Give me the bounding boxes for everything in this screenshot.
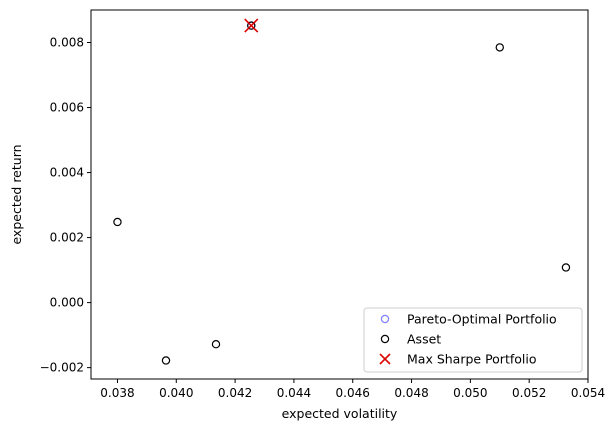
legend-marker	[380, 334, 390, 344]
x-marker-stroke	[244, 18, 259, 33]
legend-marker	[379, 353, 391, 365]
x-tick-label: 0.052	[512, 386, 546, 400]
y-axis-label: expected return	[9, 144, 24, 244]
ticks-layer: 0.038 0.040 0.042 0.044 0.046 0.048 0.050 0.052…	[40, 36, 606, 400]
asset-point	[247, 21, 256, 30]
asset-point	[561, 263, 571, 272]
max-sharpe-portfolio-point	[244, 18, 259, 33]
asset-point	[161, 356, 171, 365]
plot-area-frame	[90, 9, 589, 380]
y-tick-label: 0.008	[50, 36, 84, 50]
asset-point	[113, 217, 122, 227]
x-axis-label: expected volatility	[282, 406, 398, 421]
legend-box	[363, 307, 583, 373]
y-tick-label: 0.000	[50, 296, 84, 310]
x-tick-label: 0.044	[277, 386, 311, 400]
points-layer	[113, 18, 571, 365]
x-tick-label: 0.050	[453, 386, 487, 400]
asset-point	[495, 43, 504, 52]
x-tick-label: 0.046	[336, 386, 370, 400]
x-tick-label: 0.054	[571, 386, 605, 400]
y-tick-label: 0.002	[50, 231, 84, 245]
y-tick-label: 0.004	[50, 166, 84, 180]
legend-entry-label: Max Sharpe Portfolio	[407, 352, 537, 367]
x-tick-label: 0.040	[159, 386, 193, 400]
x-tick-label: 0.048	[394, 386, 428, 400]
asset-point	[211, 340, 221, 349]
legend-entry-label: Pareto-Optimal Portfolio	[407, 312, 557, 327]
x-tick-label: 0.038	[100, 386, 134, 400]
legend-entry-label: Asset	[407, 332, 441, 347]
legend: Pareto-Optimal Portfolio Asset Max Sharpe …	[363, 307, 583, 373]
x-marker-stroke	[379, 353, 391, 365]
y-tick-label: −0.002	[40, 361, 84, 375]
legend-marker	[380, 314, 390, 324]
y-tick-label: 0.006	[50, 101, 84, 115]
x-tick-label: 0.042	[218, 386, 252, 400]
